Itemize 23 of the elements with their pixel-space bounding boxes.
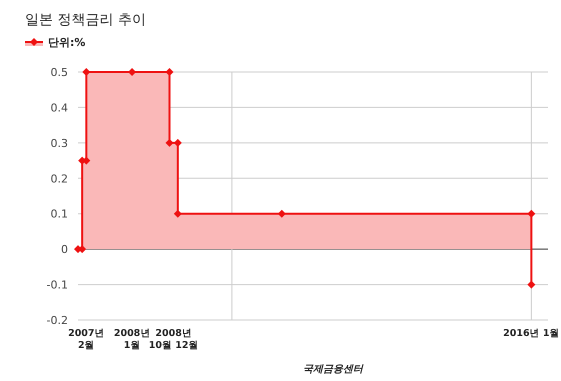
x-tick-label: 2008년 1월 xyxy=(114,328,150,351)
chart-title: 일본 정책금리 추이 xyxy=(25,12,146,28)
text: 국제금융센터 xyxy=(303,364,364,375)
y-tick-label: 0.4 xyxy=(50,101,68,114)
y-tick-label: 0 xyxy=(61,243,68,256)
x-tick-label: 2007년 2월 xyxy=(68,328,105,351)
y-tick-label: 0.1 xyxy=(50,208,68,221)
y-tick-label: 0.3 xyxy=(50,136,68,150)
point xyxy=(174,138,182,147)
point xyxy=(527,280,536,289)
point xyxy=(174,210,182,218)
x-tick-label: 2016년 1월 xyxy=(503,328,560,339)
y-tick-label: -0.2 xyxy=(46,314,68,327)
point xyxy=(166,138,174,147)
point xyxy=(82,68,90,76)
point xyxy=(527,210,536,218)
point xyxy=(166,68,174,76)
y-tick-label: 0.2 xyxy=(50,172,68,186)
legend-label: 단위:% xyxy=(48,36,86,49)
y-tick-label: -0.1 xyxy=(46,278,68,292)
y-tick-label: 0.5 xyxy=(50,66,68,79)
point xyxy=(278,210,286,218)
x-tick-label: 2008년 10월 12월 xyxy=(148,328,199,351)
